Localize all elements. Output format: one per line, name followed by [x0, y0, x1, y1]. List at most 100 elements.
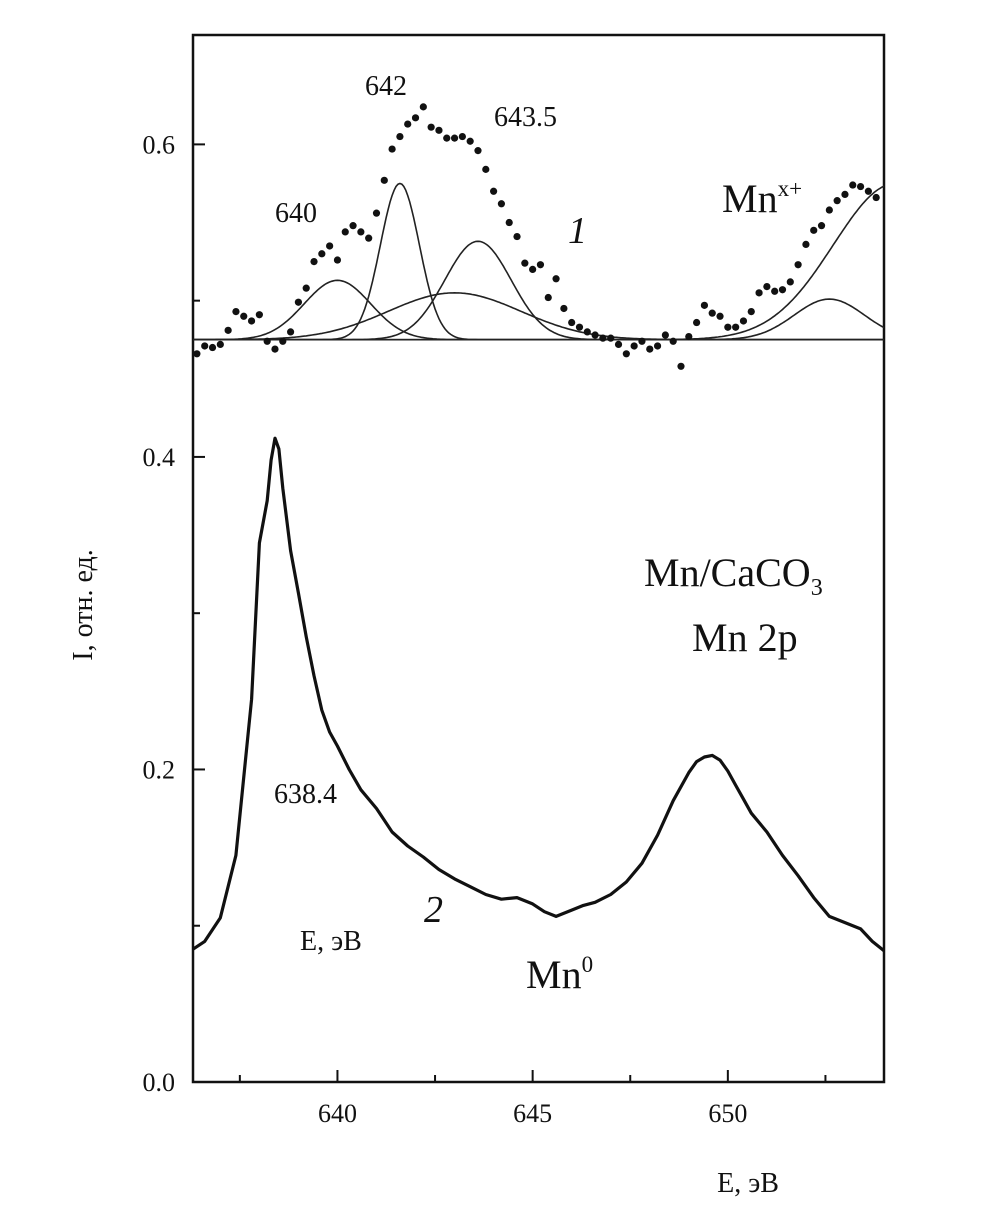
- series-2-line: [192, 436, 885, 952]
- series-1-point: [536, 261, 545, 269]
- x-tick-label: 650: [708, 1099, 747, 1128]
- series-1-point: [677, 362, 685, 370]
- series-1-point: [716, 312, 724, 320]
- series-1-point: [841, 190, 849, 198]
- series-1-point: [380, 176, 388, 184]
- series-1-point: [872, 193, 880, 202]
- series-1-point: [286, 328, 295, 336]
- series-1-point: [732, 323, 740, 331]
- series-1-point: [240, 312, 248, 320]
- series-1-point: [216, 340, 224, 349]
- label-level: Mn 2p: [692, 615, 798, 660]
- series-1-point: [450, 134, 459, 142]
- series-1-point: [802, 240, 810, 248]
- series-1-point: [349, 222, 357, 230]
- series-1-point: [419, 103, 427, 111]
- series-1-points: [193, 103, 880, 370]
- label-inner-energy: E, эВ: [300, 926, 362, 957]
- series-1-point: [599, 334, 607, 342]
- series-1-point: [778, 286, 787, 294]
- series-1-point: [583, 328, 591, 336]
- label-curve-1: 1: [568, 210, 587, 252]
- y-axis-label: I, отн. ед.: [68, 549, 99, 660]
- series-1-point: [755, 289, 763, 297]
- series-1-point: [388, 145, 396, 153]
- series-1-point: [817, 222, 826, 230]
- series-1-point: [833, 197, 841, 205]
- series-1-point: [693, 318, 701, 327]
- x-axis-label: E, эВ: [717, 1168, 779, 1199]
- series-1-point: [794, 261, 802, 269]
- series-1-point: [638, 337, 646, 345]
- label-mn-x-plus: Mnx+: [722, 176, 802, 221]
- series-1-point: [372, 209, 381, 217]
- series-1-point: [427, 123, 435, 131]
- axis-ticks: 0.0 0.2 0.4 0.6 640 645 650: [143, 130, 827, 1128]
- series-1-point: [763, 282, 771, 291]
- series-1-point: [497, 200, 506, 208]
- x-tick-label: 640: [318, 1099, 357, 1128]
- series-1-point: [201, 342, 209, 350]
- series-1-point: [490, 187, 498, 195]
- series-1-point: [247, 317, 256, 325]
- series-1-point: [646, 345, 654, 353]
- plot-frame: [191, 33, 886, 1084]
- label-sample: Mn/CaCO3: [644, 550, 823, 601]
- series-1-point: [404, 120, 412, 128]
- y-tick-label: 0.0: [143, 1068, 176, 1097]
- series-1-point: [552, 275, 560, 283]
- series-1-point: [302, 284, 310, 292]
- series-1-point: [700, 301, 709, 309]
- series-1-point: [232, 307, 240, 316]
- series-1-point: [411, 114, 420, 122]
- series-1-point: [685, 332, 693, 341]
- label-peak-643-5: 643.5: [494, 102, 557, 133]
- series-1-point: [591, 331, 599, 339]
- series-1-point: [310, 257, 318, 266]
- series-1-point: [825, 206, 833, 214]
- series-1-point: [326, 242, 334, 250]
- label-peak-642: 642: [365, 71, 407, 102]
- series-1-point: [747, 307, 755, 316]
- series-1-point: [856, 182, 865, 191]
- series-1-point: [318, 250, 326, 258]
- series-1-point: [544, 293, 552, 302]
- series-1-point: [669, 337, 677, 345]
- series-fit-654: [193, 185, 885, 341]
- series-1-point: [786, 278, 794, 286]
- series-1-point: [661, 331, 669, 339]
- series-1-point: [474, 147, 482, 155]
- series-1-point: [443, 134, 451, 142]
- series-1-point: [513, 232, 521, 241]
- series-1-point: [849, 181, 857, 189]
- series-1-point: [341, 228, 349, 236]
- series-1-point: [771, 287, 779, 295]
- series-1-point: [614, 340, 623, 349]
- series-1-point: [263, 337, 271, 345]
- series-1-point: [724, 323, 732, 331]
- series-1-point: [630, 342, 638, 350]
- series-1-point: [294, 298, 303, 306]
- series-1-point: [505, 218, 513, 227]
- label-peak-640: 640: [275, 198, 317, 229]
- series-1-point: [365, 234, 373, 242]
- series-fit-643-broad: [193, 291, 884, 341]
- series-1-point: [255, 311, 263, 319]
- series-1-point: [208, 343, 217, 352]
- y-tick-label: 0.6: [143, 130, 176, 159]
- series-1-point: [607, 334, 615, 342]
- series-1-point: [864, 187, 872, 195]
- series-1-point: [739, 317, 748, 325]
- series-1-point: [466, 137, 474, 145]
- series-1-point: [333, 256, 342, 264]
- series-1-point: [396, 132, 404, 141]
- series-1-point: [279, 337, 287, 345]
- series-1-point: [622, 350, 630, 358]
- series-1-point: [529, 265, 537, 274]
- series-1-point: [560, 304, 568, 313]
- series-2-line: [192, 436, 885, 952]
- series-1-point: [708, 309, 716, 317]
- x-tick-label: 645: [513, 1099, 552, 1128]
- series-1-point: [810, 226, 818, 234]
- y-tick-label: 0.2: [143, 755, 176, 784]
